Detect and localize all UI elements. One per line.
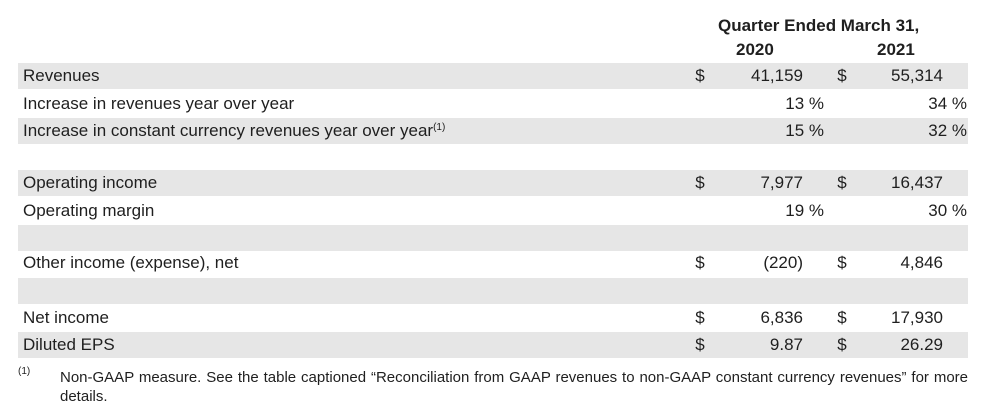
spacer-row bbox=[18, 278, 968, 304]
row-label-text: Net income bbox=[23, 308, 109, 327]
row-label: Operating margin bbox=[23, 198, 154, 224]
table-row-increase-in-revenues-year-over-year: Increase in revenues year over year 13 % 3… bbox=[18, 91, 968, 117]
column-header-2020: 2020 bbox=[736, 40, 774, 59]
currency-symbol-2021: $ bbox=[837, 173, 847, 192]
value-2020: 13 % bbox=[785, 94, 824, 113]
row-label: Diluted EPS bbox=[23, 332, 115, 358]
period-header: Quarter Ended March 31, bbox=[718, 16, 920, 35]
value-2020: (220) bbox=[763, 253, 803, 272]
row-label: Increase in constant currency revenues y… bbox=[23, 118, 445, 144]
value-2021: 26.29 bbox=[900, 335, 943, 354]
value-2021: 34 % bbox=[928, 94, 967, 113]
value-2020: 19 % bbox=[785, 201, 824, 220]
row-label-text: Revenues bbox=[23, 66, 100, 85]
value-2021: 4,846 bbox=[900, 253, 943, 272]
row-label: Increase in revenues year over year bbox=[23, 91, 294, 117]
currency-symbol-2020: $ bbox=[695, 66, 705, 85]
value-2020: 15 % bbox=[785, 121, 824, 140]
row-label-text: Increase in revenues year over year bbox=[23, 94, 295, 113]
currency-symbol-2020: $ bbox=[695, 253, 705, 272]
table-row-diluted-eps: Diluted EPS $9.87 $26.29 bbox=[18, 332, 968, 358]
row-label-text: Diluted EPS bbox=[23, 335, 115, 354]
value-2020: 41,159 bbox=[751, 66, 803, 85]
table-row-operating-income: Operating income $7,977 $16,437 bbox=[18, 170, 968, 196]
currency-symbol-2021: $ bbox=[837, 253, 847, 272]
row-label: Revenues bbox=[23, 63, 100, 89]
value-2020: 7,977 bbox=[760, 173, 803, 192]
currency-symbol-2020: $ bbox=[695, 308, 705, 327]
value-2021: 30 % bbox=[928, 201, 967, 220]
value-2020: 6,836 bbox=[760, 308, 803, 327]
row-label: Other income (expense), net bbox=[23, 250, 238, 276]
row-label-text: Other income (expense), net bbox=[23, 253, 239, 272]
row-label: Net income bbox=[23, 305, 109, 331]
row-label-text: Operating income bbox=[23, 173, 158, 192]
table-row-increase-in-constant-currency-revenues-year-over-year: Increase in constant currency revenues y… bbox=[18, 118, 968, 144]
currency-symbol-2020: $ bbox=[695, 173, 705, 192]
footnote-marker: (1) bbox=[18, 366, 31, 377]
value-2021: 17,930 bbox=[891, 308, 943, 327]
value-2021: 16,437 bbox=[891, 173, 943, 192]
footnote-text: Non-GAAP measure. See the table captione… bbox=[60, 369, 968, 405]
row-label-text: Operating margin bbox=[23, 201, 155, 220]
table-row-operating-margin: Operating margin 19 % 30 % bbox=[18, 198, 968, 224]
column-header-2021: 2021 bbox=[877, 40, 915, 59]
value-2021: 32 % bbox=[928, 121, 967, 140]
currency-symbol-2021: $ bbox=[837, 66, 847, 85]
table-row-net-income: Net income $6,836 $17,930 bbox=[18, 305, 968, 331]
currency-symbol-2021: $ bbox=[837, 308, 847, 327]
footnote-reference: (1) bbox=[433, 122, 446, 133]
row-label: Operating income bbox=[23, 170, 157, 196]
currency-symbol-2021: $ bbox=[837, 335, 847, 354]
row-label-text: Increase in constant currency revenues y… bbox=[23, 121, 434, 140]
value-2020: 9.87 bbox=[769, 335, 803, 354]
currency-symbol-2020: $ bbox=[695, 335, 705, 354]
table-row-other-income-expense-net: Other income (expense), net $ (220) $4,846 bbox=[18, 250, 968, 276]
value-2021: 55,314 bbox=[891, 66, 943, 85]
table-row-revenues: Revenues $41,159 $55,314 bbox=[18, 63, 968, 89]
spacer-row bbox=[18, 225, 968, 251]
